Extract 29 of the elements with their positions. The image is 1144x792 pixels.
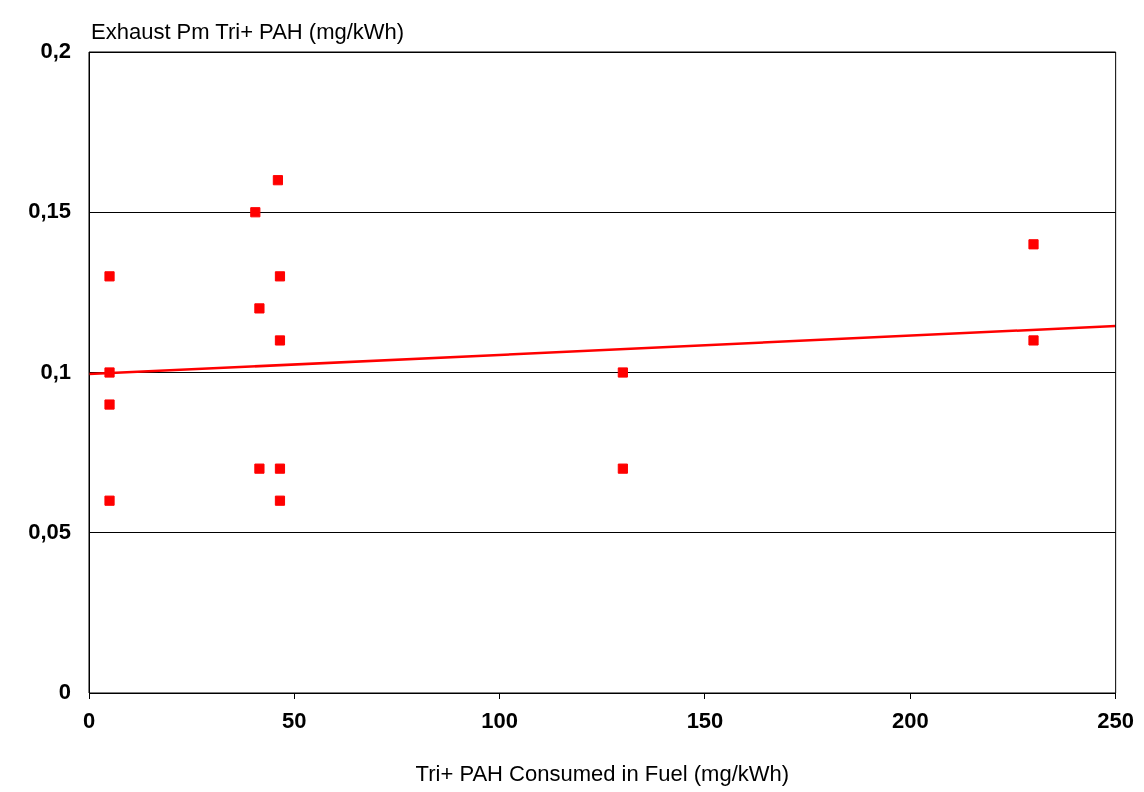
x-tick-label: 100 [481, 708, 519, 734]
x-tick-label: 0 [82, 708, 96, 734]
point [254, 463, 265, 474]
y-tick-label: 0,05 [28, 518, 71, 544]
point [274, 335, 286, 346]
y-tick-label: 0,1 [40, 358, 71, 384]
point [274, 495, 286, 506]
point [1028, 239, 1039, 250]
point [104, 367, 115, 378]
y-axis-title: Exhaust Pm Tri+ PAH (mg/kWh) [91, 19, 405, 45]
x-tick-label: 200 [891, 708, 929, 734]
x-tick-label: 150 [686, 708, 724, 734]
point [254, 303, 265, 314]
point [617, 367, 628, 378]
x-tick-label: 50 [282, 708, 307, 734]
point [104, 399, 115, 410]
point [104, 495, 115, 506]
y-tick-label: 0 [58, 679, 71, 705]
point [250, 207, 261, 218]
x-axis-title: Tri+ PAH Consumed in Fuel (mg/kWh) [415, 760, 790, 786]
point [617, 463, 628, 474]
y-tick-label: 0,15 [28, 198, 71, 224]
point [274, 271, 286, 282]
point [104, 271, 115, 282]
point [274, 463, 286, 474]
x-tick-label: 250 [1097, 708, 1135, 734]
point [1028, 335, 1039, 346]
y-tick-label: 0,2 [40, 38, 71, 64]
point [272, 175, 283, 186]
